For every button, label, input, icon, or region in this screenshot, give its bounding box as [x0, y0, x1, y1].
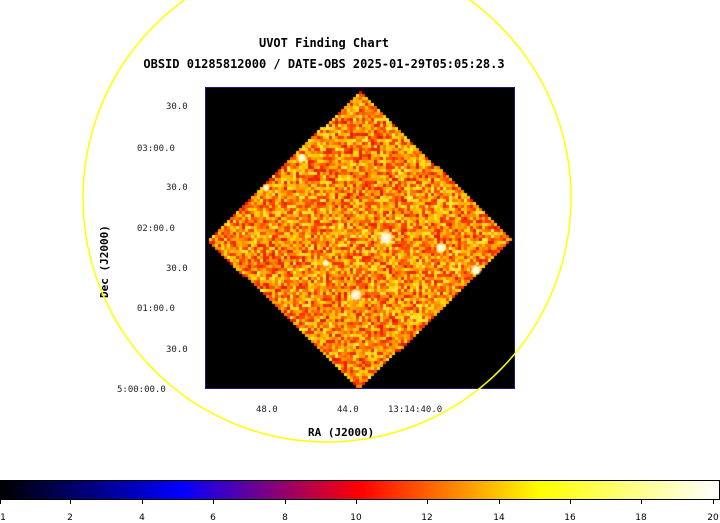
- y-tick-label: 5:00:00.0: [117, 385, 166, 395]
- colorbar-tick-label: 20: [707, 513, 719, 523]
- y-tick-label: 30.0: [166, 102, 188, 112]
- colorbar-tick-mark: [427, 500, 428, 504]
- y-tick-label: 30.0: [166, 183, 188, 193]
- y-tick-label: 02:00.0: [137, 224, 175, 234]
- colorbar-tick-mark: [0, 500, 1, 504]
- colorbar-tick-label: 16: [564, 513, 576, 523]
- x-tick-label: 48.0: [256, 405, 278, 415]
- colorbar-tick-label: 1: [0, 513, 6, 523]
- colorbar-tick-mark: [356, 500, 357, 504]
- colorbar-tick-label: 10: [350, 513, 362, 523]
- colorbar-tick-label: 14: [493, 513, 505, 523]
- chart-title: UVOT Finding Chart: [258, 36, 390, 50]
- y-tick-label: 30.0: [166, 264, 188, 274]
- y-axis-label: Dec (J2000): [98, 225, 111, 298]
- colorbar-tick-mark: [285, 500, 286, 504]
- x-axis-label: RA (J2000): [308, 426, 375, 439]
- y-tick-label: 03:00.0: [137, 144, 175, 154]
- x-tick-label: 44.0: [337, 405, 359, 415]
- colorbar-tick-mark: [570, 500, 571, 504]
- sky-image-canvas: [206, 88, 514, 388]
- y-tick-label: 01:00.0: [137, 304, 175, 314]
- colorbar-tick-mark: [713, 500, 714, 504]
- colorbar-tick-label: 12: [421, 513, 433, 523]
- colorbar-tick-label: 6: [210, 513, 216, 523]
- colorbar-tick-mark: [70, 500, 71, 504]
- colorbar-tick-label: 2: [67, 513, 73, 523]
- colorbar-tick-mark: [641, 500, 642, 504]
- chart-subtitle: OBSID 01285812000 / DATE-OBS 2025-01-29T…: [143, 57, 505, 71]
- colorbar-tick-label: 4: [139, 513, 145, 523]
- sky-image: [205, 87, 515, 389]
- colorbar-tick-mark: [142, 500, 143, 504]
- colorbar-tick-label: 8: [282, 513, 288, 523]
- colorbar-tick-mark: [499, 500, 500, 504]
- colorbar: [0, 480, 720, 500]
- y-tick-label: 30.0: [166, 345, 188, 355]
- colorbar-tick-mark: [213, 500, 214, 504]
- x-tick-label: 13:14:40.0: [388, 405, 443, 415]
- colorbar-tick-label: 18: [635, 513, 647, 523]
